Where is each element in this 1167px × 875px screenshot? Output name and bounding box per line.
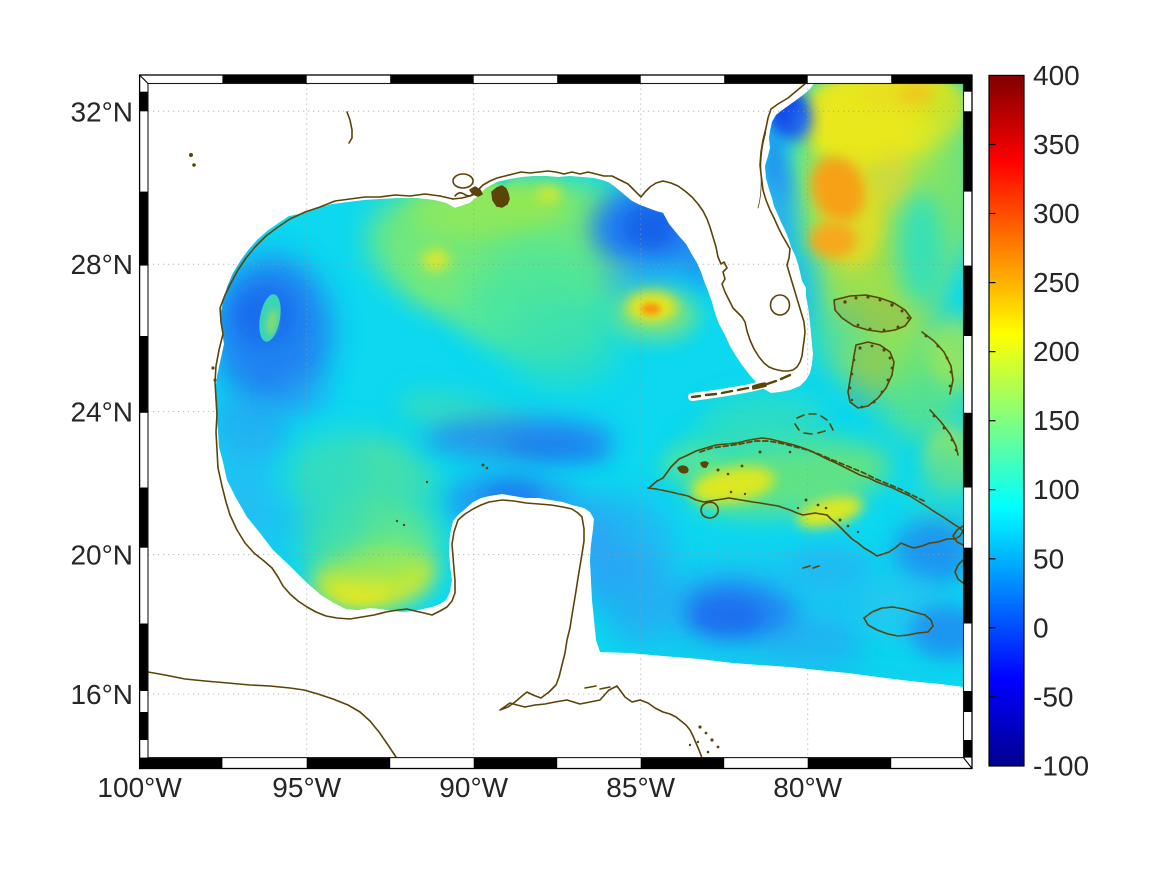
svg-text:95°W: 95°W — [272, 772, 341, 803]
svg-text:150: 150 — [1033, 405, 1080, 436]
svg-text:250: 250 — [1033, 267, 1080, 298]
svg-text:350: 350 — [1033, 129, 1080, 160]
svg-text:85°W: 85°W — [606, 772, 675, 803]
svg-text:80°W: 80°W — [773, 772, 842, 803]
svg-text:-50: -50 — [1033, 681, 1073, 712]
svg-text:-100: -100 — [1033, 751, 1089, 782]
svg-text:28°N: 28°N — [70, 249, 133, 280]
svg-text:50: 50 — [1033, 543, 1064, 574]
svg-text:400: 400 — [1033, 60, 1080, 91]
svg-text:32°N: 32°N — [70, 96, 133, 127]
svg-text:0: 0 — [1033, 612, 1049, 643]
svg-text:100°W: 100°W — [97, 772, 182, 803]
svg-text:16°N: 16°N — [70, 679, 133, 710]
svg-text:300: 300 — [1033, 198, 1080, 229]
svg-text:90°W: 90°W — [439, 772, 508, 803]
svg-text:20°N: 20°N — [70, 540, 133, 571]
svg-text:24°N: 24°N — [70, 397, 133, 428]
svg-text:100: 100 — [1033, 474, 1080, 505]
svg-text:200: 200 — [1033, 336, 1080, 367]
